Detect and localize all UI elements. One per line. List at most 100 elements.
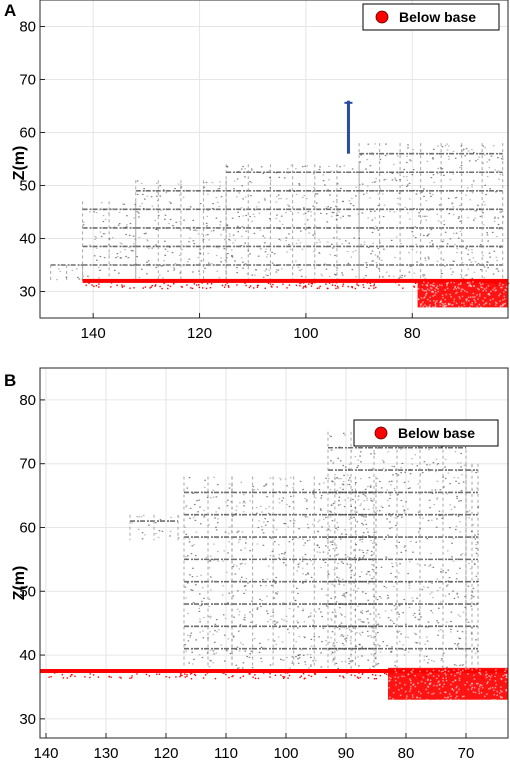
cloud-point bbox=[310, 211, 312, 213]
cloud-point bbox=[301, 560, 304, 562]
cloud-point bbox=[190, 589, 192, 591]
cloud-point bbox=[429, 242, 431, 244]
below-base-dense-gap bbox=[469, 283, 471, 286]
cloud-point bbox=[146, 195, 149, 197]
cloud-point bbox=[410, 603, 413, 605]
cloud-point bbox=[291, 662, 294, 664]
cloud-point bbox=[337, 553, 339, 555]
cloud-point bbox=[330, 653, 333, 655]
cloud-point bbox=[442, 570, 444, 572]
cloud-point bbox=[370, 635, 372, 637]
cloud-point bbox=[370, 653, 373, 655]
below-base-point bbox=[50, 676, 52, 678]
cloud-point bbox=[330, 597, 332, 599]
below-base-dense-gap bbox=[433, 285, 435, 287]
cloud-point bbox=[418, 446, 420, 448]
below-base-point bbox=[254, 674, 256, 676]
below-base-point bbox=[370, 285, 372, 287]
below-base-dense-gap bbox=[424, 294, 427, 297]
cloud-point bbox=[398, 613, 400, 615]
cloud-point bbox=[263, 521, 265, 523]
cloud-point bbox=[119, 257, 122, 259]
cloud-point bbox=[373, 531, 376, 533]
cloud-point bbox=[467, 253, 469, 255]
cloud-point bbox=[197, 256, 200, 259]
below-base-point bbox=[181, 674, 183, 677]
cloud-point bbox=[456, 630, 459, 632]
cloud-point bbox=[304, 223, 306, 225]
cloud-point bbox=[270, 615, 272, 617]
below-base-point bbox=[398, 284, 400, 286]
below-base-point bbox=[335, 282, 338, 284]
cloud-point bbox=[306, 653, 309, 655]
cloud-point bbox=[191, 663, 194, 665]
cloud-point bbox=[371, 219, 374, 221]
cloud-point bbox=[483, 154, 486, 156]
cloud-point bbox=[395, 562, 397, 564]
cloud-point bbox=[340, 478, 342, 480]
below-base-dense-gap bbox=[504, 302, 506, 305]
cloud-point bbox=[430, 229, 433, 231]
below-base-dense-gap bbox=[446, 284, 448, 287]
cloud-point bbox=[236, 565, 238, 567]
cloud-point bbox=[207, 193, 209, 195]
cloud-point bbox=[174, 188, 176, 190]
cloud-point bbox=[432, 174, 435, 176]
cloud-point bbox=[330, 511, 333, 513]
cloud-point bbox=[160, 209, 162, 212]
cloud-point bbox=[182, 196, 185, 198]
cloud-point bbox=[471, 192, 474, 194]
cloud-point bbox=[457, 462, 459, 464]
cloud-point bbox=[353, 557, 356, 559]
below-base-dense-gap bbox=[501, 286, 503, 289]
cloud-point bbox=[108, 253, 111, 255]
below-base-dense-gap bbox=[492, 298, 494, 300]
cloud-point bbox=[297, 662, 300, 664]
below-base-point bbox=[314, 672, 316, 675]
cloud-point bbox=[212, 489, 215, 491]
cloud-point bbox=[210, 497, 212, 499]
cloud-point bbox=[350, 527, 353, 529]
cloud-point bbox=[198, 607, 200, 610]
cloud-point bbox=[291, 501, 294, 503]
below-base-dense-gap bbox=[435, 292, 437, 294]
cloud-point bbox=[249, 181, 251, 183]
cloud-point bbox=[367, 246, 370, 249]
cloud-point bbox=[431, 489, 433, 491]
below-base-dense-gap bbox=[499, 282, 501, 284]
cloud-point bbox=[370, 210, 372, 213]
cloud-point bbox=[298, 635, 301, 638]
cloud-point bbox=[303, 207, 305, 209]
cloud-point bbox=[279, 228, 281, 230]
cloud-point bbox=[372, 665, 374, 667]
below-base-dense-gap bbox=[429, 682, 432, 684]
below-base-point bbox=[337, 287, 339, 289]
cloud-point bbox=[193, 658, 195, 660]
cloud-point bbox=[244, 585, 247, 587]
cloud-point bbox=[402, 505, 404, 507]
cloud-point bbox=[432, 158, 434, 160]
cloud-point bbox=[411, 463, 414, 465]
below-base-dense-gap bbox=[450, 673, 453, 676]
cloud-point bbox=[290, 477, 292, 479]
cloud-point bbox=[353, 516, 355, 518]
below-base-dense-gap bbox=[470, 688, 473, 690]
cloud-point bbox=[477, 549, 479, 551]
cloud-point bbox=[335, 205, 337, 207]
cloud-point bbox=[468, 517, 470, 519]
cloud-point bbox=[276, 593, 278, 595]
cloud-point bbox=[270, 537, 273, 539]
cloud-point bbox=[192, 492, 194, 494]
cloud-point bbox=[100, 235, 103, 238]
cloud-point bbox=[427, 519, 430, 522]
cloud-point bbox=[238, 192, 240, 194]
cloud-point bbox=[484, 184, 487, 186]
cloud-point bbox=[483, 266, 486, 268]
below-base-dense-gap bbox=[442, 680, 444, 682]
cloud-point bbox=[345, 533, 347, 535]
below-base-point bbox=[303, 282, 305, 284]
cloud-point bbox=[237, 590, 239, 592]
below-base-dense-gap bbox=[420, 692, 422, 695]
cloud-point bbox=[336, 648, 339, 650]
cloud-point bbox=[325, 268, 328, 270]
